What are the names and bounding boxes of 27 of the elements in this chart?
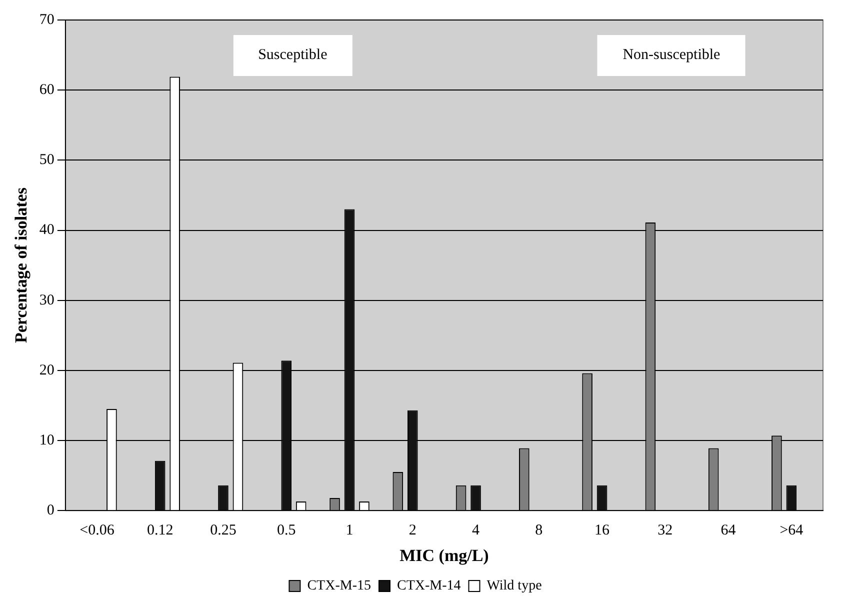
x-tick-label: 0.25 — [210, 522, 236, 539]
y-tick-label: 50 — [39, 152, 54, 168]
x-tick-label: >64 — [780, 522, 804, 539]
x-tick-label: 32 — [658, 522, 673, 539]
y-tick-label: 70 — [39, 12, 54, 28]
x-tick-label: 1 — [346, 522, 354, 539]
y-tick-label: 20 — [39, 362, 54, 378]
legend-label: Wild type — [486, 578, 542, 594]
x-tick-label: 0.12 — [146, 522, 174, 539]
label-box: Susceptible — [233, 35, 352, 76]
y-tick-label: 0 — [46, 502, 54, 519]
x-tick-label: 8 — [535, 522, 543, 539]
legend-label: CTX-M-14 — [396, 578, 461, 594]
legend-label: CTX-M-15 — [307, 578, 371, 594]
label-box: Non-susceptible — [598, 35, 746, 76]
x-tick-label: 16 — [594, 522, 610, 539]
y-tick-label: 10 — [39, 432, 54, 448]
y-tick-label: 30 — [39, 292, 54, 308]
x-tick-label: <0.06 — [80, 522, 115, 539]
x-tick-label: 4 — [472, 522, 480, 539]
y-tick-label: 60 — [39, 82, 54, 98]
y-axis-title: Percentage of isolates — [12, 187, 31, 344]
x-tick-label: 2 — [408, 522, 416, 539]
y-tick-label: 40 — [39, 222, 54, 238]
x-tick-label: 0.5 — [276, 522, 296, 539]
x-tick-label: 64 — [720, 522, 736, 539]
x-axis-title: MIC (mg/L) — [400, 546, 489, 566]
